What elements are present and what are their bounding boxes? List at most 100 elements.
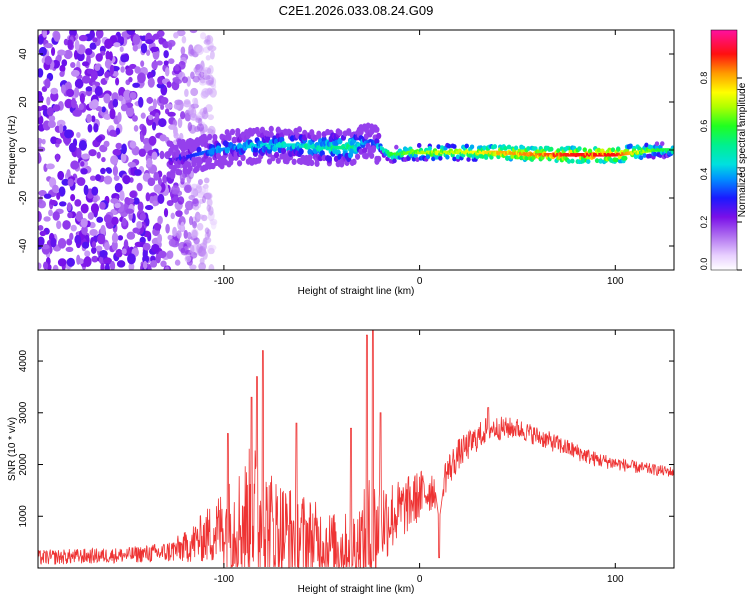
noise-blob: [207, 247, 215, 255]
top-y-axis-label: Frequency (Hz): [7, 116, 18, 185]
colorbar-label: Normalized spectral amplitude: [737, 82, 748, 217]
noise-blob: [123, 89, 132, 101]
ridge-cell: [309, 159, 315, 167]
noise-blob: [104, 71, 110, 78]
noise-blob: [38, 46, 47, 57]
noise-blob: [140, 112, 146, 119]
noise-blob: [91, 241, 97, 249]
noise-blob: [57, 49, 66, 56]
noise-blob: [76, 51, 85, 62]
noise-blob: [76, 254, 81, 265]
noise-blob: [125, 208, 135, 214]
noise-blob: [167, 234, 173, 241]
noise-blob: [162, 174, 168, 184]
noise-blob: [132, 44, 139, 52]
noise-blob: [146, 157, 153, 168]
ridge-core: [594, 153, 597, 157]
ridge-cell: [376, 155, 382, 163]
ridge-cell: [392, 158, 397, 164]
noise-blob: [97, 234, 106, 245]
ridge-core: [614, 153, 617, 157]
ridge-core: [339, 145, 342, 150]
colorbar-gradient: [710, 29, 738, 271]
ridge-core: [455, 150, 458, 155]
ridge-cell: [633, 154, 639, 160]
ridge-cell: [252, 146, 259, 153]
ridge-cell: [598, 158, 603, 164]
bottom-y-tick-label: 3000: [18, 401, 29, 424]
noise-blob: [38, 115, 44, 125]
noise-blob: [67, 39, 74, 50]
ridge-core: [364, 140, 367, 145]
ridge-cell: [259, 126, 266, 134]
noise-blob: [74, 78, 84, 89]
noise-blob: [91, 115, 96, 123]
noise-blob: [103, 257, 113, 265]
ridge-core: [393, 152, 397, 157]
noise-blob: [123, 239, 129, 251]
ridge-cell: [610, 147, 616, 153]
noise-blob: [115, 142, 123, 150]
noise-blob: [44, 43, 53, 49]
noise-blob: [198, 262, 207, 270]
ridge-core: [518, 151, 522, 156]
noise-blob: [64, 98, 73, 109]
noise-blob: [184, 88, 189, 98]
ridge-cell: [660, 141, 665, 147]
noise-blob: [192, 197, 199, 207]
ridge-cell: [586, 159, 591, 164]
noise-blob: [137, 72, 146, 84]
ridge-core: [402, 151, 405, 155]
ridge-cell: [616, 147, 621, 152]
noise-blob: [132, 82, 140, 88]
ridge-cell: [582, 147, 587, 153]
ridge-core: [652, 148, 656, 152]
noise-blob: [115, 248, 123, 258]
noise-blob: [70, 160, 80, 170]
noise-blob: [117, 36, 125, 43]
noise-blob: [63, 49, 73, 60]
noise-blob: [83, 184, 89, 196]
ridge-core: [298, 143, 302, 148]
ridge-core: [362, 141, 365, 146]
ridge-cell: [268, 125, 274, 133]
noise-blob: [202, 239, 208, 250]
noise-blob: [203, 185, 209, 194]
ridge-core: [327, 145, 330, 150]
noise-blob: [202, 251, 208, 260]
noise-blob: [173, 32, 179, 39]
ridge-core: [217, 148, 221, 152]
noise-blob: [91, 186, 99, 196]
ridge-cell: [644, 142, 649, 148]
top-y-tick-label: -20: [18, 190, 29, 205]
ridge-core: [253, 144, 256, 148]
ridge-core: [531, 152, 534, 157]
noise-blob: [211, 83, 217, 90]
noise-blob: [183, 229, 189, 239]
noise-blob: [74, 234, 82, 245]
noise-blob: [44, 55, 52, 65]
noise-blob: [104, 263, 110, 270]
noise-blob: [132, 227, 141, 234]
ridge-core: [416, 150, 420, 155]
ridge-cell: [492, 144, 498, 149]
ridge-core: [337, 145, 340, 150]
ridge-core: [467, 150, 471, 155]
noise-blob: [205, 55, 211, 61]
noise-blob: [38, 196, 43, 205]
noise-blob: [103, 140, 110, 148]
noise-blob: [177, 196, 185, 205]
noise-blob: [38, 106, 43, 112]
ridge-core: [520, 152, 523, 156]
ridge-core: [522, 152, 525, 156]
noise-blob: [109, 108, 116, 120]
noise-blob: [67, 212, 73, 219]
noise-blob: [89, 228, 98, 236]
ridge-core: [501, 150, 504, 155]
ridge-core: [207, 150, 210, 154]
noise-blob: [67, 178, 74, 187]
ridge-cell: [374, 126, 380, 133]
bottom-x-tick-label: 0: [417, 574, 423, 585]
ridge-core: [286, 143, 289, 147]
noise-blob: [168, 238, 176, 247]
